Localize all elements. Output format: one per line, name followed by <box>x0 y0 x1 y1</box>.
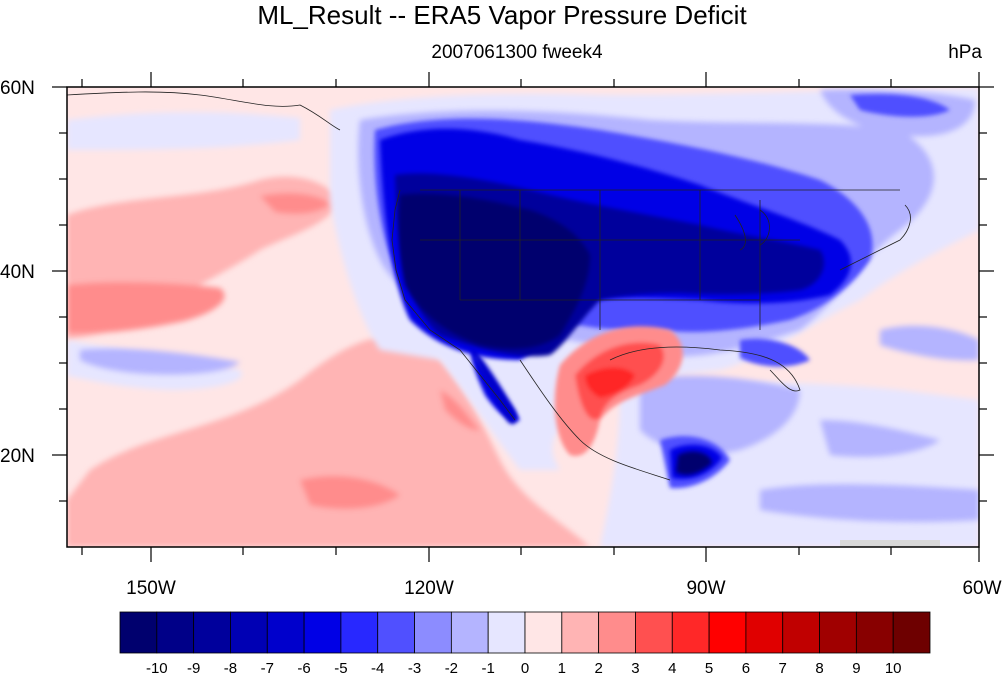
missing-data-patch <box>840 540 940 547</box>
colorbar-tick-label: 10 <box>885 660 902 677</box>
colorbar-swatch <box>340 611 379 654</box>
latitude-labels: 60N 40N 20N <box>0 78 35 467</box>
colorbar-tick-label: -1 <box>482 660 495 677</box>
colorbar-tick-label: -4 <box>371 660 384 677</box>
colorbar-tick-label: 2 <box>594 660 602 677</box>
lon-label-120w: 120W <box>404 578 454 599</box>
colorbar-tick-label: -8 <box>224 660 237 677</box>
plot-title: ML_Result -- ERA5 Vapor Pressure Deficit <box>257 0 747 30</box>
map-field <box>67 87 979 547</box>
lon-label-150w: 150W <box>126 578 176 599</box>
colorbar-tick-label: 3 <box>631 660 639 677</box>
colorbar-swatch <box>377 611 415 654</box>
colorbar-swatch <box>892 611 931 654</box>
colorbar-swatch <box>266 611 305 654</box>
coastlines <box>67 91 911 481</box>
colorbar-swatch <box>193 611 231 654</box>
colorbar-tick-label: 7 <box>779 660 787 677</box>
colorbar-swatch <box>414 611 452 654</box>
colorbar-tick-label: 8 <box>815 660 823 677</box>
colorbar-tick-label: 4 <box>668 660 676 677</box>
darkest-blue-areas <box>398 193 712 475</box>
axis-ticks <box>52 72 994 562</box>
colorbar-swatch <box>598 611 636 654</box>
colorbar-tick-label: -3 <box>408 660 421 677</box>
colorbar-tick-label: -10 <box>146 660 168 677</box>
colorbar-swatch <box>782 611 820 654</box>
colorbar-swatch <box>303 611 342 654</box>
colorbar-swatch <box>524 611 563 654</box>
colorbar-tick-label: 1 <box>558 660 566 677</box>
colorbar-tick-label: -2 <box>445 660 458 677</box>
colorbar-swatch <box>635 611 673 654</box>
colorbar-swatch <box>671 611 710 654</box>
colorbar-tick-label: 6 <box>742 660 750 677</box>
lon-label-90w: 90W <box>686 578 725 599</box>
colorbar: -10 -9 -8 -7 -6 -5 -4 -3 -2 -1 0 1 2 3 4 5 6 7 8 9 10 <box>119 611 931 677</box>
pacific-positive-anomaly <box>67 176 590 547</box>
colorbar-tick-label: -6 <box>297 660 310 677</box>
colorbar-swatch <box>855 611 894 654</box>
lat-label-20n: 20N <box>0 446 35 467</box>
lon-label-60w: 60W <box>962 578 1001 599</box>
colorbar-tick-label: -9 <box>187 660 200 677</box>
lat-label-60n: 60N <box>0 78 35 99</box>
colorbar-swatch <box>487 611 526 654</box>
colorbar-tick-label: -5 <box>334 660 347 677</box>
colorbar-swatch <box>230 611 268 654</box>
colorbar-swatch <box>745 611 784 654</box>
colorbar-tick-label: 0 <box>521 660 529 677</box>
colorbar-swatch <box>450 611 489 654</box>
colorbar-swatch <box>819 611 857 654</box>
units-label: hPa <box>948 42 982 63</box>
colorbar-swatch <box>561 611 600 654</box>
longitude-labels: 150W 120W 90W 60W <box>126 578 1001 599</box>
colorbar-swatch <box>119 611 158 654</box>
colorbar-swatch <box>708 611 747 654</box>
positive-anomaly-texas <box>554 326 683 456</box>
colorbar-tick-label: -7 <box>261 660 274 677</box>
lat-label-40n: 40N <box>0 262 35 283</box>
colorbar-tick-label: 9 <box>852 660 860 677</box>
colorbar-swatch <box>156 611 195 654</box>
baja-negative-strip <box>470 345 518 425</box>
colorbar-tick-label: 5 <box>705 660 713 677</box>
plot-subtitle: 2007061300 fweek4 <box>431 42 603 63</box>
